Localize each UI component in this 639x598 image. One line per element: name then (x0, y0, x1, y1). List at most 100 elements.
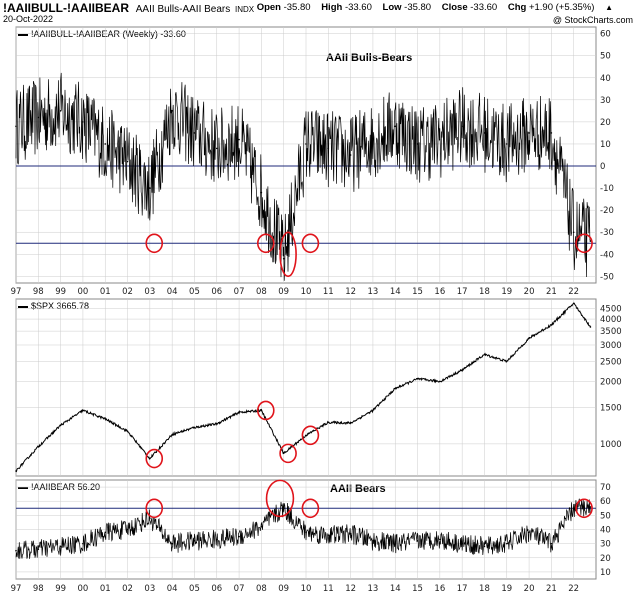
data-point (327, 421, 330, 424)
x-tick-label: 17 (457, 287, 468, 297)
x-tick-label: 14 (390, 584, 401, 594)
x-tick-label: 06 (211, 287, 222, 297)
y-tick-label: 70 (600, 483, 611, 493)
x-tick-label: 98 (33, 287, 44, 297)
data-point (439, 138, 441, 141)
chart-header: !AAIIBULL-!AAIIBEAR AAII Bulls-AAII Bear… (3, 1, 636, 15)
x-tick-label: 01 (100, 584, 111, 594)
data-point (305, 434, 307, 437)
data-point (82, 121, 84, 123)
data-point (126, 160, 129, 163)
data-point (349, 532, 352, 535)
data-point (282, 452, 285, 455)
x-tick-label: 07 (234, 584, 245, 594)
x-tick-label: 20 (524, 584, 535, 594)
series-line (15, 72, 591, 281)
data-point (349, 422, 352, 424)
data-point (572, 302, 575, 305)
data-point (394, 125, 397, 128)
data-point (193, 426, 196, 429)
y-tick-label: 2000 (600, 377, 622, 387)
panel2-legend: $SPX 3665.78 (18, 301, 89, 311)
x-tick-label: 08 (256, 584, 267, 594)
y-tick-label: 2500 (600, 357, 622, 367)
data-point (483, 132, 486, 134)
data-point (372, 540, 374, 542)
series-line (15, 498, 591, 559)
x-tick-label: 02 (122, 584, 133, 594)
x-tick-label: 10 (301, 287, 312, 297)
x-tick-label: 18 (479, 584, 490, 594)
data-point (327, 147, 330, 150)
x-tick-label: 21 (546, 287, 557, 297)
y-tick-label: 1000 (600, 440, 622, 450)
chart-date: 20-Oct-2022 (3, 14, 54, 24)
data-point (550, 542, 553, 545)
x-tick-label: 03 (144, 584, 155, 594)
legend-swatch (18, 305, 28, 308)
symbol-label: !AAIIBULL-!AAIIBEAR (3, 1, 129, 15)
x-tick-label: 19 (501, 584, 512, 594)
data-point (104, 418, 107, 420)
data-point (282, 507, 285, 510)
y-tick-label: 40 (600, 74, 611, 84)
highlight-circle (145, 233, 164, 254)
data-point (461, 125, 463, 128)
data-point (305, 143, 307, 145)
y-tick-label: -40 (600, 250, 614, 260)
y-tick-label: 20 (600, 554, 611, 564)
data-point (15, 125, 17, 128)
y-tick-label: 10 (600, 140, 611, 150)
data-point (505, 542, 508, 545)
x-tick-label: 04 (167, 287, 178, 297)
highlight-circle (279, 443, 297, 464)
data-point (589, 326, 592, 328)
highlight-circle (301, 498, 320, 519)
x-tick-label: 21 (546, 584, 557, 594)
data-point (528, 337, 530, 340)
y-tick-label: 10 (600, 568, 611, 578)
data-point (126, 430, 129, 433)
x-tick-label: 99 (55, 584, 66, 594)
x-tick-label: 10 (301, 584, 312, 594)
x-tick-label: 07 (234, 287, 245, 297)
data-point (305, 531, 307, 534)
y-tick-label: 4500 (600, 304, 622, 314)
data-point (394, 542, 397, 545)
data-point (550, 132, 553, 134)
x-tick-label: 13 (368, 584, 379, 594)
high-value: -33.60 (344, 2, 372, 13)
x-tick-label: 18 (479, 287, 490, 297)
highlight-circle (145, 448, 164, 469)
data-point (589, 506, 592, 508)
data-point (349, 154, 352, 156)
highlight-circle (279, 231, 297, 278)
y-tick-label: -20 (600, 206, 614, 216)
data-point (171, 433, 173, 436)
data-point (528, 132, 530, 134)
y-tick-label: 60 (600, 30, 611, 40)
y-tick-label: -10 (600, 184, 614, 194)
data-point (37, 548, 40, 551)
x-tick-label: 22 (568, 287, 579, 297)
data-point (327, 534, 330, 536)
low-value: -35.80 (404, 2, 432, 13)
x-tick-label: 17 (457, 584, 468, 594)
panel3-annotation: AAII Bears (330, 483, 386, 495)
x-tick-label: 15 (412, 584, 423, 594)
y-tick-label: 50 (600, 511, 611, 521)
data-point (149, 457, 151, 460)
copyright-label: @ StockCharts.com (552, 15, 633, 25)
data-point (372, 409, 374, 412)
y-tick-label: 50 (600, 52, 611, 62)
close-value: -33.60 (470, 2, 498, 13)
x-tick-label: 99 (55, 287, 66, 297)
y-tick-label: 40 (600, 526, 611, 536)
ohlc-readout: Open -35.80 High -33.60 Low -35.80 Close… (257, 2, 613, 13)
data-point (82, 542, 84, 545)
data-point (149, 187, 151, 189)
data-point (372, 138, 374, 141)
x-tick-label: 05 (189, 287, 200, 297)
data-point (260, 409, 263, 412)
